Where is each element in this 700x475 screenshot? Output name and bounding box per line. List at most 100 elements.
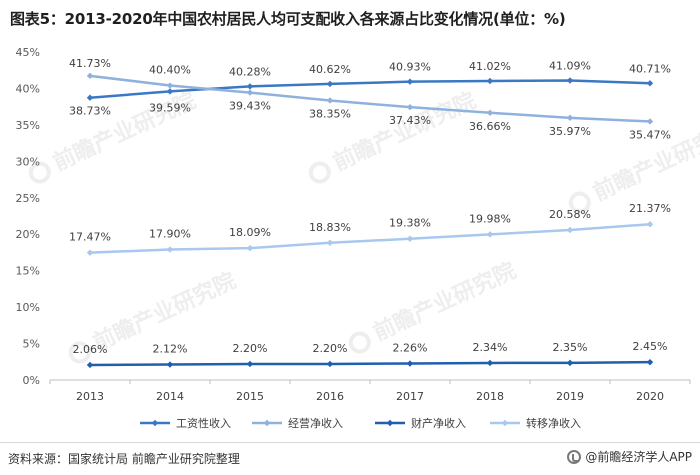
x-tick-label: 2015	[236, 390, 264, 403]
data-label: 2.12%	[153, 343, 188, 356]
data-point	[86, 94, 94, 101]
series-line	[89, 74, 651, 123]
data-label: 2.06%	[73, 343, 108, 356]
y-tick-label: 35%	[16, 119, 40, 132]
data-label: 19.98%	[469, 212, 511, 225]
legend-swatch-marker	[501, 419, 509, 427]
data-label: 41.09%	[549, 59, 591, 72]
y-tick-label: 30%	[16, 155, 40, 168]
data-label: 38.35%	[309, 107, 351, 120]
data-label: 20.58%	[549, 208, 591, 221]
data-point	[166, 88, 174, 95]
data-label: 35.47%	[629, 128, 671, 141]
data-point	[246, 89, 254, 96]
data-label: 18.09%	[229, 226, 271, 239]
source-note: 资料来源：国家统计局 前瞻产业研究院整理	[8, 452, 240, 466]
data-point	[246, 360, 254, 368]
footer-divider	[0, 442, 700, 443]
series-line	[89, 79, 651, 99]
data-point	[326, 239, 334, 246]
data-point	[406, 103, 414, 111]
brand-text: @前瞻经济学人APP	[585, 450, 692, 464]
legend-label: 经营净收入	[288, 416, 343, 430]
legend-label: 转移净收入	[526, 416, 581, 430]
legend-swatch-marker	[386, 419, 394, 427]
y-tick-label: 45%	[16, 46, 40, 59]
data-point	[646, 80, 654, 87]
data-point	[246, 244, 254, 252]
data-point	[166, 361, 174, 368]
data-point	[486, 359, 494, 367]
data-point	[486, 231, 494, 238]
data-label: 40.62%	[309, 63, 351, 76]
data-point	[326, 360, 334, 368]
data-label: 39.59%	[149, 101, 191, 114]
data-label: 17.47%	[69, 231, 111, 244]
y-tick-label: 5%	[23, 338, 40, 351]
data-point	[86, 361, 94, 369]
brand-logo-icon	[567, 449, 582, 464]
data-label: 2.20%	[233, 342, 268, 355]
data-label: 37.43%	[389, 114, 431, 127]
data-point	[406, 360, 414, 367]
data-label: 41.73%	[69, 57, 111, 70]
y-tick-label: 25%	[16, 192, 40, 205]
data-label: 2.45%	[633, 340, 668, 353]
data-label: 18.83%	[309, 221, 351, 234]
series-line	[89, 222, 651, 254]
data-point	[326, 97, 334, 104]
data-label: 2.26%	[393, 342, 428, 355]
data-point	[166, 246, 174, 253]
x-tick-label: 2013	[76, 390, 104, 403]
data-label: 40.28%	[229, 65, 271, 78]
data-label: 41.02%	[469, 60, 511, 73]
data-label: 40.71%	[629, 62, 671, 75]
data-label: 2.35%	[553, 341, 588, 354]
x-tick-label: 2019	[556, 390, 584, 403]
data-point	[646, 358, 654, 366]
x-tick-label: 2020	[636, 390, 664, 403]
data-point	[566, 359, 574, 367]
data-label: 35.97%	[549, 125, 591, 138]
data-label: 2.20%	[313, 342, 348, 355]
x-tick-label: 2014	[156, 390, 184, 403]
data-point	[406, 78, 414, 85]
line-chart: 0% 5% 10% 15% 20% 25% 30% 35% 40% 45% 2013 2014 2015…	[16, 46, 691, 430]
data-label: 17.90%	[149, 228, 191, 241]
x-tick-label: 2017	[396, 390, 424, 403]
data-label: 40.40%	[149, 64, 191, 77]
data-point	[646, 118, 654, 125]
y-tick-label: 15%	[16, 265, 40, 278]
y-tick-label: 0%	[23, 374, 40, 387]
y-tick-label: 40%	[16, 82, 40, 95]
data-point	[646, 221, 654, 228]
data-label: 21.37%	[629, 202, 671, 215]
legend-label: 工资性收入	[176, 416, 231, 430]
legend-swatch-marker	[151, 419, 159, 427]
data-label: 19.38%	[389, 217, 431, 230]
data-label: 38.73%	[69, 105, 111, 118]
data-point	[86, 72, 94, 80]
series-line	[89, 360, 651, 367]
x-tick-label: 2016	[316, 390, 344, 403]
data-label: 39.43%	[229, 100, 271, 113]
data-label: 40.93%	[389, 61, 431, 74]
legend-label: 财产净收入	[411, 416, 466, 430]
data-point	[486, 109, 494, 116]
y-tick-label: 10%	[16, 301, 40, 314]
data-point	[246, 83, 254, 90]
data-point	[406, 235, 414, 242]
legend-swatch-marker	[263, 419, 271, 427]
data-point	[566, 114, 574, 122]
x-tick-label: 2018	[476, 390, 504, 403]
data-point	[86, 249, 94, 256]
brand-credit: @前瞻经济学人APP	[567, 448, 692, 465]
data-point	[486, 77, 494, 85]
chart-title: 图表5：2013-2020年中国农村居民人均可支配收入各来源占比变化情况(单位：…	[10, 10, 566, 28]
data-point	[566, 226, 574, 234]
data-point	[566, 77, 574, 84]
data-point	[326, 80, 334, 88]
y-tick-label: 20%	[16, 228, 40, 241]
data-label: 36.66%	[469, 120, 511, 133]
